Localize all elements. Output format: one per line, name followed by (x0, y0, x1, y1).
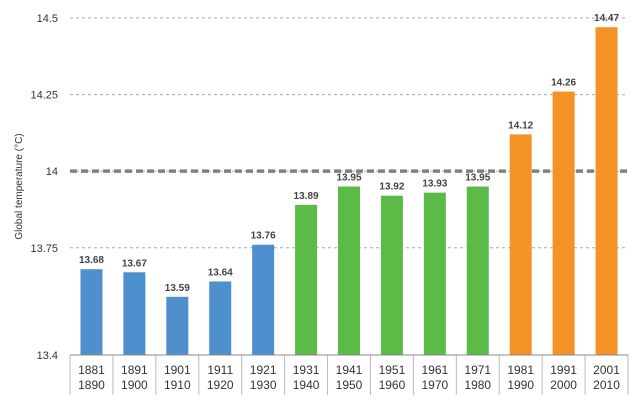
bar (123, 272, 146, 355)
bar (252, 244, 275, 355)
bar (380, 195, 403, 355)
x-tick-label-end: 1960 (379, 378, 406, 392)
x-tick-label-end: 1890 (78, 378, 105, 392)
x-tick-label-end: 1950 (336, 378, 363, 392)
x-tick-label-start: 1991 (550, 363, 577, 377)
bar (338, 186, 360, 355)
x-tick-label-start: 1881 (78, 363, 105, 377)
data-label: 13.95 (465, 173, 490, 184)
x-tick-label-start: 1961 (421, 363, 448, 377)
data-label: 13.93 (422, 179, 447, 190)
y-axis-ticks: 13.4 13.75 14 14.25 14.5 (30, 13, 58, 362)
x-tick-label-start: 1931 (293, 363, 320, 377)
x-tick-label-start: 1941 (336, 363, 363, 377)
x-tick-label-start: 1901 (164, 363, 191, 377)
data-labels: 13.68 13.67 13.59 13.64 13.76 13.89 13.95 13.92… (79, 13, 620, 294)
x-tick-label-start: 1891 (121, 363, 148, 377)
x-tick-label-end: 1980 (464, 378, 491, 392)
bar (466, 186, 489, 355)
bar (295, 204, 318, 355)
bar (509, 134, 532, 355)
x-tick-label-end: 1920 (207, 378, 234, 392)
x-tick-label-end: 1930 (250, 378, 277, 392)
data-label: 13.76 (251, 231, 276, 242)
x-tick-label-end: 2010 (593, 378, 620, 392)
y-axis-label: Global temperature (°C) (14, 133, 25, 239)
bar (209, 281, 232, 355)
data-label: 13.95 (336, 173, 361, 184)
x-tick-label-end: 1990 (507, 378, 534, 392)
x-tick-label-end: 1910 (164, 378, 191, 392)
y-tick-label: 13.75 (30, 243, 58, 255)
y-tick-label: 14.25 (30, 90, 58, 102)
x-tick-label-start: 1951 (379, 363, 406, 377)
data-label: 13.67 (122, 258, 147, 269)
data-label: 13.89 (294, 191, 319, 202)
x-tick-label-end: 1940 (293, 378, 320, 392)
y-tick-label: 14 (46, 166, 58, 178)
bar (423, 192, 446, 355)
bar (552, 91, 575, 355)
bars (80, 27, 618, 355)
data-label: 14.12 (508, 120, 533, 131)
data-label: 14.47 (594, 13, 619, 24)
data-label: 14.26 (551, 78, 576, 89)
bar (595, 27, 618, 355)
bar (80, 269, 103, 355)
x-tick-label-start: 2001 (593, 363, 620, 377)
x-tick-label-start: 1921 (250, 363, 277, 377)
x-tick-label-end: 1900 (121, 378, 148, 392)
data-label: 13.92 (379, 182, 404, 193)
x-tick-label-end: 2000 (550, 378, 577, 392)
bar (166, 296, 189, 355)
data-label: 13.59 (165, 283, 190, 294)
data-label: 13.68 (79, 255, 104, 266)
x-tick-label-end: 1970 (421, 378, 448, 392)
y-tick-label: 13.4 (37, 350, 58, 362)
x-tick-label-start: 1981 (507, 363, 534, 377)
x-tick-label-start: 1971 (464, 363, 491, 377)
x-tick-label-start: 1911 (207, 363, 233, 377)
data-label: 13.64 (208, 267, 233, 278)
y-tick-label: 14.5 (37, 13, 58, 25)
